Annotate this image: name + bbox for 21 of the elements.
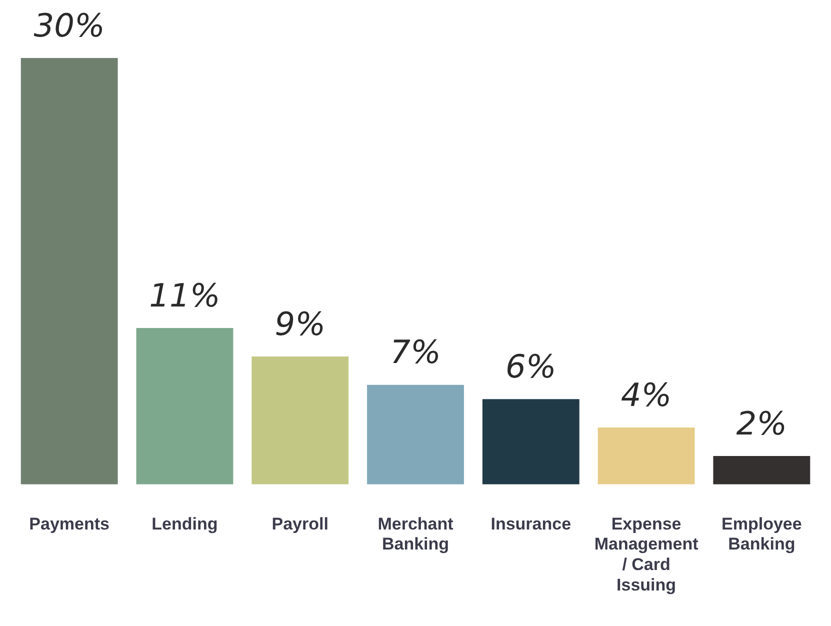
bar [20,58,118,484]
x-tick-label: Payments [29,514,110,534]
x-tick-label: Insurance [490,514,572,534]
x-tick-label: Lending [152,514,218,534]
bar [713,456,810,484]
bar [367,384,464,484]
data-label: 9% [274,304,326,343]
x-tick-label: Employee Banking [722,514,802,554]
data-label: 7% [390,333,441,372]
bar [482,399,580,484]
data-label: 30% [34,6,105,44]
x-tick-label: Payroll [272,514,328,534]
data-label: 2% [736,404,788,442]
data-label: 4% [620,376,672,414]
data-label: 11% [149,276,220,314]
bar [598,428,695,484]
bar [252,356,349,484]
x-tick-label: Expense Management / Card Issuing [594,514,699,594]
x-tick-label: Merchant Banking [378,514,454,554]
data-label: 6% [506,347,556,386]
bar [136,328,234,484]
